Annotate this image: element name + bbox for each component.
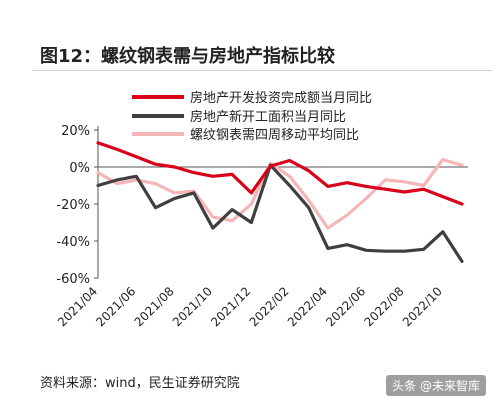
chart-axes: 20%0%-20%-40%-60%2021/042021/062021/0820…	[55, 124, 468, 329]
legend-label-2: 螺纹钢表需四周移动平均同比	[190, 128, 359, 143]
x-tick-label: 2022/06	[323, 284, 368, 329]
x-tick-label: 2022/08	[361, 284, 406, 329]
x-tick-label: 2022/04	[285, 284, 330, 329]
legend-label-0: 房地产开发投资完成额当月同比	[190, 90, 372, 106]
chart-title: 图12：螺纹钢表需与房地产指标比较	[40, 46, 336, 67]
x-tick-label: 2021/04	[55, 284, 100, 329]
x-tick-label: 2021/12	[208, 284, 253, 329]
series-line-1	[96, 163, 464, 263]
x-tick-label: 2021/10	[170, 284, 215, 329]
x-tick-label: 2021/06	[93, 284, 138, 329]
y-tick-label: -20%	[56, 198, 90, 213]
x-tick-label: 2021/08	[132, 284, 177, 329]
watermark: 头条 @未来智库	[386, 375, 486, 396]
x-tick-label: 2022/10	[400, 284, 445, 329]
y-tick-label: 20%	[61, 124, 90, 139]
y-tick-label: 0%	[69, 161, 90, 176]
x-tick-label: 2022/02	[247, 284, 292, 329]
y-tick-label: -60%	[56, 272, 90, 287]
series-line-0	[96, 141, 464, 206]
y-tick-label: -40%	[56, 235, 90, 250]
title-bar: 图12：螺纹钢表需与房地产指标比较	[32, 36, 492, 71]
legend-label-1: 房地产新开工面积当月同比	[190, 109, 346, 125]
series-line-2	[96, 158, 464, 230]
chart-series	[96, 141, 464, 263]
source-note: 资料来源：wind，民生证券研究院	[40, 376, 240, 391]
